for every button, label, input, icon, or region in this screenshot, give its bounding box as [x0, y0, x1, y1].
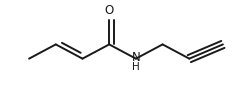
Text: O: O [105, 4, 114, 17]
Text: H: H [132, 62, 140, 72]
Text: N: N [132, 51, 140, 64]
